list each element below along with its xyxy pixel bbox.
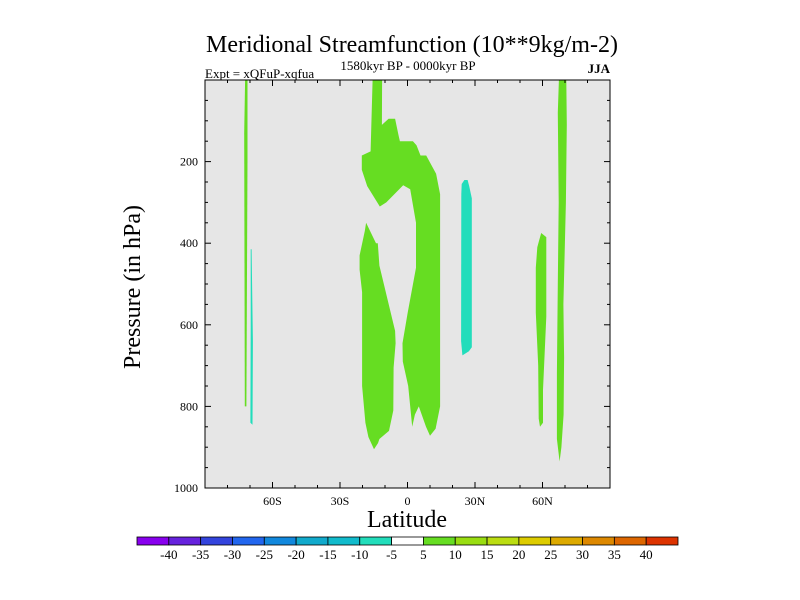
contour-region-4 [359, 222, 396, 450]
colorbar-swatch [136, 536, 170, 546]
colorbar-swatch [645, 536, 679, 546]
colorbar-swatch [232, 536, 265, 546]
colorbar-label: 30 [576, 547, 589, 562]
colorbar-swatch [486, 536, 520, 546]
period-label: 1580kyr BP - 0000kyr BP [340, 58, 475, 73]
colorbar: -40 -35 -30 -25 -20 -15 -10 -5 5 10 15 20 25 30 35 40 [136, 536, 679, 562]
colorbar-swatch [263, 536, 297, 546]
x-tick-label: 60S [263, 494, 282, 508]
x-axis-label: Latitude [367, 507, 447, 533]
axes: 60S 30S 0 30N 60N 200 400 600 800 1000 [174, 79, 611, 508]
y-tick-label: 600 [180, 318, 198, 332]
y-tick-label: 400 [180, 236, 198, 250]
colorbar-label: 40 [640, 547, 653, 562]
colorbar-swatch [613, 536, 647, 546]
colorbar-label: -25 [256, 547, 273, 562]
colorbar-swatch [550, 536, 583, 546]
colorbar-swatch [295, 536, 329, 546]
colorbar-label: -30 [224, 547, 241, 562]
colorbar-label: 25 [544, 547, 557, 562]
y-tick-label: 1000 [174, 481, 198, 495]
colorbar-swatch [168, 536, 202, 546]
contour-regions [244, 80, 567, 462]
colorbar-label: 5 [420, 547, 427, 562]
colorbar-swatch [391, 536, 424, 546]
colorbar-swatch [423, 536, 456, 546]
colorbar-swatch [582, 536, 615, 546]
season-label: JJA [588, 61, 611, 76]
x-tick-label: 30N [465, 494, 486, 508]
x-tick-label: 30S [331, 494, 350, 508]
chart-title: Meridional Streamfunction (10**9kg/m-2) [206, 32, 618, 58]
experiment-label: Expt = xQFuP-xqfua [205, 66, 314, 81]
y-axis-label: Pressure (in hPa) [120, 205, 146, 369]
colorbar-label: -20 [287, 547, 304, 562]
y-tick-label: 800 [180, 399, 198, 413]
colorbar-swatch [518, 536, 552, 546]
colorbar-label: 20 [512, 547, 525, 562]
contour-region-7 [556, 80, 567, 462]
contour-region-1 [244, 80, 248, 407]
colorbar-swatch [327, 536, 361, 546]
contour-region-2 [250, 249, 253, 425]
contour-region-5 [461, 180, 472, 356]
colorbar-label: -5 [386, 547, 397, 562]
colorbar-label: 10 [449, 547, 462, 562]
colorbar-swatch [359, 536, 392, 546]
contour-region-6 [535, 233, 547, 427]
colorbar-swatch [454, 536, 488, 546]
colorbar-label: -10 [351, 547, 368, 562]
x-tick-label: 60N [532, 494, 553, 508]
colorbar-label: 15 [481, 547, 494, 562]
colorbar-label: -15 [319, 547, 336, 562]
contour-region-3 [361, 80, 441, 436]
colorbar-label: -35 [192, 547, 209, 562]
y-tick-label: 200 [180, 155, 198, 169]
colorbar-swatch [200, 536, 233, 546]
x-tick-label: 0 [405, 494, 411, 508]
colorbar-label: -40 [160, 547, 177, 562]
colorbar-label: 35 [608, 547, 621, 562]
